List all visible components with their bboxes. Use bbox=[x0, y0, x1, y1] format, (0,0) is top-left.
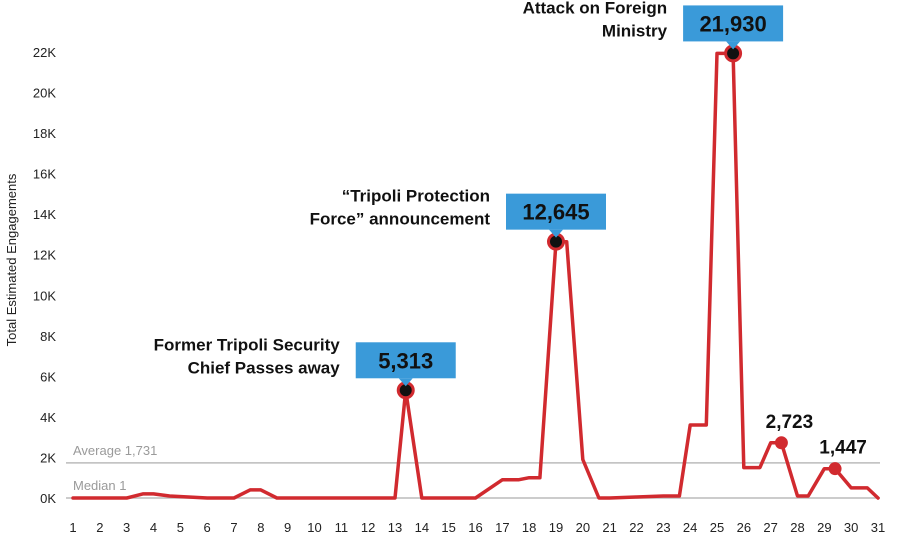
annotations: 5,313 Former Tripoli Security Chief Passes… bbox=[154, 0, 867, 476]
x-tick-label: 8 bbox=[257, 520, 264, 535]
y-tick-label: 10K bbox=[33, 288, 56, 303]
y-tick-label: 0K bbox=[40, 491, 56, 506]
x-tick-label: 5 bbox=[177, 520, 184, 535]
y-tick-label: 6K bbox=[40, 369, 56, 384]
x-tick-label: 16 bbox=[468, 520, 482, 535]
x-axis: 1 2 3 4 5 6 7 8 9 10 11 12 13 14 15 16 17 18 19 20 21 22 23 24 2… bbox=[69, 520, 885, 535]
x-tick-label: 19 bbox=[549, 520, 563, 535]
y-tick-label: 12K bbox=[33, 248, 56, 263]
y-axis: 0K 2K 4K 6K 8K 10K 12K 14K 16K 18K 20K 22K bbox=[33, 45, 56, 506]
x-tick-label: 30 bbox=[844, 520, 858, 535]
callout-pointer bbox=[726, 41, 741, 50]
series-line bbox=[71, 51, 880, 500]
event-annotation: Chief Passes away bbox=[188, 358, 341, 377]
callout-box bbox=[355, 342, 456, 379]
y-tick-label: 14K bbox=[33, 207, 56, 222]
x-tick-label: 28 bbox=[790, 520, 804, 535]
x-tick-label: 6 bbox=[204, 520, 211, 535]
reference-lines: Average 1,731 Median 1 bbox=[66, 443, 880, 499]
callout-pointer bbox=[549, 229, 563, 238]
x-tick-label: 25 bbox=[710, 520, 724, 535]
x-tick-label: 10 bbox=[307, 520, 321, 535]
point-marker bbox=[774, 436, 788, 450]
x-tick-label: 11 bbox=[335, 520, 349, 535]
x-tick-label: 2 bbox=[96, 520, 103, 535]
event-annotation: Former Tripoli Security bbox=[154, 335, 341, 354]
callout-value: 21,930 bbox=[699, 11, 766, 36]
x-tick-label: 14 bbox=[415, 520, 429, 535]
x-tick-label: 15 bbox=[441, 520, 455, 535]
callout-box bbox=[683, 5, 784, 42]
x-tick-label: 27 bbox=[763, 520, 777, 535]
x-tick-label: 7 bbox=[230, 520, 237, 535]
point-value-label: 2,723 bbox=[766, 412, 814, 433]
x-tick-label: 26 bbox=[737, 520, 751, 535]
event-annotation: Attack on Foreign bbox=[523, 0, 668, 17]
reference-line-label: Median 1 bbox=[73, 478, 126, 493]
y-tick-label: 8K bbox=[40, 329, 56, 344]
series-group bbox=[71, 51, 880, 500]
x-tick-label: 4 bbox=[150, 520, 157, 535]
x-tick-label: 13 bbox=[388, 520, 402, 535]
event-annotation: Ministry bbox=[602, 21, 668, 40]
x-tick-label: 9 bbox=[284, 520, 291, 535]
callout-pointer bbox=[398, 378, 413, 387]
x-tick-label: 23 bbox=[656, 520, 670, 535]
event-annotation: Force” announcement bbox=[310, 210, 491, 229]
x-tick-label: 12 bbox=[361, 520, 375, 535]
point-marker bbox=[828, 462, 842, 476]
y-tick-label: 22K bbox=[33, 45, 56, 60]
y-tick-label: 2K bbox=[40, 450, 56, 465]
y-axis-title: Total Estimated Engagements bbox=[4, 173, 19, 346]
x-tick-label: 20 bbox=[576, 520, 590, 535]
x-tick-label: 22 bbox=[629, 520, 643, 535]
y-tick-label: 20K bbox=[33, 86, 56, 101]
x-tick-label: 24 bbox=[683, 520, 697, 535]
x-tick-label: 31 bbox=[871, 520, 885, 535]
x-tick-label: 18 bbox=[522, 520, 536, 535]
callout-value: 12,645 bbox=[522, 200, 589, 225]
x-tick-label: 17 bbox=[495, 520, 509, 535]
y-tick-label: 18K bbox=[33, 126, 56, 141]
x-tick-label: 21 bbox=[602, 520, 616, 535]
callout-box bbox=[506, 193, 606, 230]
point-value-label: 1,447 bbox=[819, 438, 867, 459]
x-tick-label: 1 bbox=[69, 520, 76, 535]
y-tick-label: 16K bbox=[33, 167, 56, 182]
x-tick-label: 3 bbox=[123, 520, 130, 535]
reference-line-label: Average 1,731 bbox=[73, 443, 157, 458]
y-tick-label: 4K bbox=[40, 410, 56, 425]
callout-value: 5,313 bbox=[378, 348, 433, 373]
event-annotation: “Tripoli Protection bbox=[342, 187, 490, 206]
x-tick-label: 29 bbox=[817, 520, 831, 535]
